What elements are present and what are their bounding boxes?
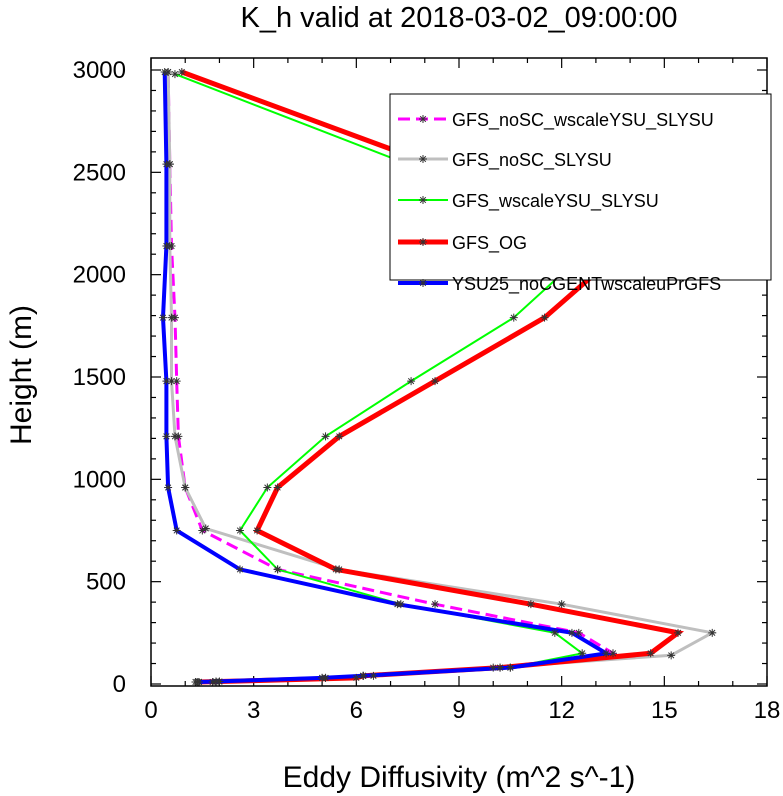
data-point-marker [540, 313, 549, 322]
data-point-marker [369, 671, 378, 680]
x-tick-label: 9 [452, 697, 465, 724]
data-point-marker [602, 649, 611, 658]
data-point-marker [419, 155, 427, 163]
data-point-marker [335, 432, 344, 441]
data-point-marker [198, 526, 207, 535]
series-markers [158, 68, 717, 686]
data-point-marker [162, 432, 171, 441]
data-point-marker [263, 483, 272, 492]
legend-box [389, 93, 772, 281]
x-tick-label: 15 [651, 697, 678, 724]
data-point-marker [162, 160, 171, 169]
data-point-marker [574, 628, 583, 637]
data-point-marker [170, 70, 179, 79]
data-point-marker [321, 432, 330, 441]
y-tick-label: 500 [86, 569, 126, 596]
data-point-marker [431, 377, 440, 386]
legend-label-2: GFS_noSC_SLYSU [452, 150, 612, 171]
data-point-marker [167, 377, 176, 386]
legend-label-1: GFS_noSC_wscaleYSU_SLYSU [452, 110, 714, 131]
data-point-marker [393, 600, 402, 609]
data-point-marker [567, 628, 576, 637]
data-point-marker [331, 565, 340, 574]
y-tick-label: 2000 [73, 262, 126, 289]
data-point-marker [667, 651, 676, 660]
data-point-marker [550, 628, 559, 637]
data-point-marker [235, 526, 244, 535]
data-point-marker [273, 565, 282, 574]
data-point-marker [419, 238, 427, 246]
data-point-marker [557, 600, 566, 609]
y-tick-label: 3000 [73, 57, 126, 84]
data-point-marker [212, 677, 221, 686]
x-tick-label: 0 [144, 697, 157, 724]
data-point-marker [352, 673, 361, 682]
x-tick-label: 6 [350, 697, 363, 724]
legend-label-5: YSU25_noCGENTwscaleuPrGFS [452, 274, 721, 295]
data-point-marker [578, 649, 587, 658]
data-point-marker [177, 68, 186, 77]
data-point-marker [708, 628, 717, 637]
y-tick-label: 2500 [73, 159, 126, 186]
data-point-marker [273, 483, 282, 492]
y-tick-label: 1500 [73, 364, 126, 391]
data-point-marker [419, 115, 427, 123]
data-point-marker [172, 377, 181, 386]
data-point-marker [164, 483, 173, 492]
data-point-marker [489, 663, 498, 672]
data-point-marker [609, 649, 617, 658]
y-axis-label: Height (m) [5, 305, 38, 445]
data-point-marker [181, 483, 190, 492]
legend-label-4: GFS_OG [452, 233, 527, 254]
data-point-marker [318, 673, 327, 682]
data-point-marker [172, 526, 181, 535]
y-axis-label-group: Height (m) [5, 305, 38, 445]
x-axis-label: Eddy Diffusivity (m^2 s^-1) [283, 761, 636, 794]
data-point-marker [407, 377, 416, 386]
y-tick-label: 1000 [73, 466, 126, 493]
data-point-marker [235, 565, 244, 574]
data-point-marker [526, 600, 535, 609]
data-point-marker [496, 663, 505, 672]
legend: GFS_noSC_wscaleYSU_SLYSU GFS_noSC_SLYSU GF… [389, 93, 772, 295]
data-point-marker [431, 600, 440, 609]
data-point-marker [167, 313, 176, 322]
chart-title: K_h valid at 2018-03-02_09:00:00 [241, 2, 678, 34]
data-point-marker [506, 663, 515, 672]
data-point-marker [201, 524, 210, 533]
x-tick-label: 12 [548, 697, 575, 724]
data-point-marker [162, 242, 171, 251]
data-point-marker [170, 432, 179, 441]
x-tick-label: 3 [247, 697, 260, 724]
x-tick-label: 18 [754, 697, 781, 724]
y-tick-label: 0 [113, 671, 126, 698]
data-point-marker [646, 649, 655, 658]
legend-label-3: GFS_wscaleYSU_SLYSU [452, 191, 659, 212]
data-point-marker [162, 377, 171, 386]
plot-frame [150, 57, 768, 687]
data-point-marker [194, 677, 203, 686]
data-point-marker [674, 628, 683, 637]
tick-labels: 0 3 6 9 12 15 18 0 500 1000 1500 2000 2500 3000 [73, 57, 781, 724]
data-point-marker [419, 279, 427, 287]
data-point-marker [253, 526, 262, 535]
data-point-marker [160, 68, 169, 77]
data-point-marker [509, 313, 518, 322]
data-point-marker [419, 196, 427, 204]
data-point-marker [359, 671, 368, 680]
data-point-marker [158, 313, 167, 322]
